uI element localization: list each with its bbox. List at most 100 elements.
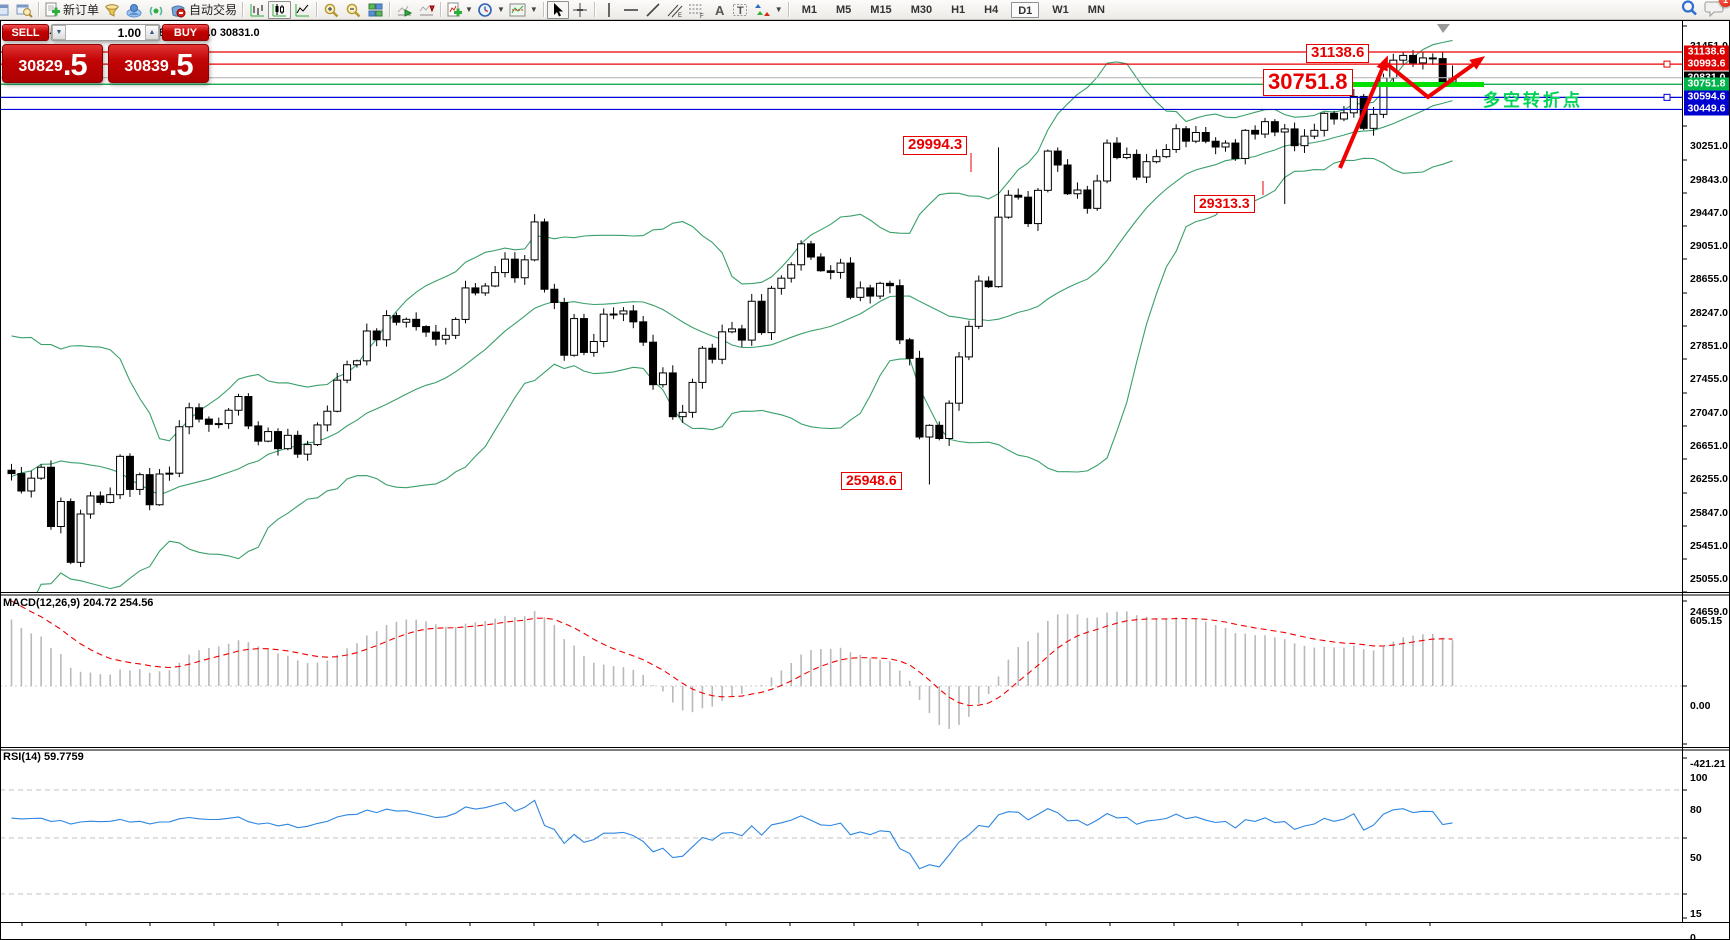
price-level-badge: 30449.6: [1684, 102, 1729, 116]
candle-chart-button[interactable]: [268, 0, 292, 19]
arrows-caret-icon: ▼: [774, 5, 783, 14]
timeframe-button-m15[interactable]: M15: [870, 3, 892, 16]
new-chart-icon[interactable]: [0, 1, 13, 19]
bar-chart-button[interactable]: [246, 1, 268, 19]
timeframe-button-h4[interactable]: H4: [984, 3, 999, 16]
main-toolbar: 新订单 自动交易 ▼ ▼: [0, 0, 1730, 20]
price-axis-label: 30251.0: [1690, 140, 1728, 152]
price-axis-label: 26651.0: [1690, 440, 1728, 452]
price-axis-label: 25847.0: [1690, 507, 1728, 519]
price-level-badge: 30751.8: [1684, 77, 1729, 91]
trendline-tool-button[interactable]: [642, 1, 664, 19]
turning-point-annotation[interactable]: 多空转折点: [1483, 91, 1583, 110]
volume-stepper: ▼ 1.00 ▲: [51, 24, 160, 41]
macd-indicator-label: MACD(12,26,9) 204.72 254.56: [3, 597, 154, 609]
macd-axis-label: 605.15: [1690, 615, 1723, 627]
profiles-icon[interactable]: [13, 1, 35, 19]
price-callout[interactable]: 31138.6: [1306, 44, 1370, 63]
price-axis-label: 29843.0: [1690, 174, 1728, 186]
price-level-badge: 30594.6: [1684, 90, 1729, 104]
volume-increase-button[interactable]: ▲: [145, 25, 159, 40]
rsi-indicator-label: RSI(14) 59.7759: [3, 751, 84, 763]
sell-price-frac: .5: [62, 47, 88, 82]
label-tool-button[interactable]: T: [730, 1, 752, 19]
price-axis-label: 25055.0: [1690, 573, 1728, 585]
rsi-axis-label: 100: [1690, 772, 1708, 784]
sell-button[interactable]: SELL: [2, 24, 49, 41]
price-axis-label: 29447.0: [1690, 207, 1728, 219]
buy-button[interactable]: BUY: [162, 24, 209, 41]
autotrading-label: 自动交易: [189, 3, 238, 17]
sell-price-main: 30829: [18, 58, 63, 75]
price-callout[interactable]: 30751.8: [1263, 69, 1353, 96]
price-level-badge: 31138.6: [1684, 45, 1729, 59]
chart-shift-button[interactable]: [415, 1, 437, 19]
community-icon[interactable]: [123, 1, 145, 19]
autotrading-button[interactable]: 自动交易: [167, 1, 239, 19]
svg-text:E: E: [678, 13, 682, 18]
cursor-tool-button[interactable]: [546, 0, 569, 19]
timeframe-button-d1[interactable]: D1: [1011, 1, 1040, 18]
notification-count-badge: 1: [1719, 0, 1730, 7]
price-callout[interactable]: 29994.3: [903, 136, 968, 155]
line-chart-button[interactable]: [291, 1, 313, 19]
price-callout[interactable]: 25948.6: [841, 472, 902, 490]
tile-windows-button[interactable]: [364, 1, 386, 19]
price-axis-label: 24659.0: [1690, 606, 1728, 618]
crosshair-tool-button[interactable]: [569, 1, 591, 19]
search-icon[interactable]: [1680, 0, 1698, 21]
price-callout[interactable]: 29313.3: [1194, 195, 1255, 213]
text-tool-button[interactable]: A: [708, 1, 730, 19]
rsi-axis-label: 80: [1690, 804, 1702, 816]
timeframe-button-h1[interactable]: H1: [951, 3, 966, 16]
rsi-axis-label: 15: [1690, 908, 1702, 920]
new-order-button[interactable]: 新订单: [42, 1, 101, 19]
timeframe-button-w1[interactable]: W1: [1052, 3, 1069, 16]
sell-price-display[interactable]: 30829 .5: [2, 44, 103, 83]
price-axis-label: 25451.0: [1690, 540, 1728, 552]
rsi-axis-label: 50: [1690, 852, 1702, 864]
metaeditor-icon[interactable]: [101, 1, 123, 19]
macd-axis-label: 0.00: [1690, 700, 1711, 712]
volume-decrease-button[interactable]: ▼: [52, 25, 66, 40]
periods-caret-icon: ▼: [496, 5, 505, 14]
fibonacci-tool-button[interactable]: F: [686, 1, 708, 19]
zoom-out-button[interactable]: [342, 1, 364, 19]
templates-button[interactable]: ▼: [507, 1, 540, 19]
macd-axis-label: -421.21: [1690, 758, 1726, 770]
svg-text:T: T: [737, 5, 744, 17]
notifications-icon[interactable]: 1: [1704, 0, 1730, 22]
zoom-in-button[interactable]: [320, 1, 342, 19]
new-order-label: 新订单: [63, 3, 100, 17]
buy-price-display[interactable]: 30839 .5: [108, 44, 209, 83]
arrows-tool-button[interactable]: ▼: [752, 1, 785, 19]
periods-button[interactable]: ▼: [475, 1, 507, 19]
vline-tool-button[interactable]: [598, 1, 620, 19]
price-axis-label: 27047.0: [1690, 407, 1728, 419]
auto-scroll-button[interactable]: [393, 1, 415, 19]
price-axis-label: 29051.0: [1690, 240, 1728, 252]
rsi-axis-label: 0: [1690, 932, 1696, 940]
indicators-button[interactable]: ▼: [444, 1, 475, 19]
price-axis-label: 27455.0: [1690, 373, 1728, 385]
svg-text:A: A: [715, 3, 725, 18]
one-click-trading-panel: SELL ▼ 1.00 ▲ BUY 30829 .5 30839 .5: [2, 24, 209, 83]
price-axis-label: 28247.0: [1690, 307, 1728, 319]
price-level-badge: 30993.6: [1684, 57, 1729, 71]
svg-text:F: F: [700, 14, 704, 18]
channel-tool-button[interactable]: E: [664, 1, 686, 19]
timeframe-button-m1[interactable]: M1: [801, 3, 817, 16]
price-axis-label: 27851.0: [1690, 340, 1728, 352]
chart-window[interactable]: ▲ DJ30-,Daily 30777.0 30978.0 30757.0 30…: [0, 20, 1730, 940]
timeframe-button-mn[interactable]: MN: [1087, 3, 1105, 16]
timeframe-button-m5[interactable]: M5: [836, 3, 852, 16]
timeframe-button-m30[interactable]: M30: [910, 3, 933, 16]
hline-tool-button[interactable]: [620, 1, 642, 19]
price-axis-label: 28655.0: [1690, 273, 1728, 285]
price-axis-label: 26255.0: [1690, 473, 1728, 485]
volume-value[interactable]: 1.00: [117, 26, 141, 40]
signals-icon[interactable]: [145, 1, 167, 19]
buy-price-frac: .5: [168, 47, 194, 82]
indicators-caret-icon: ▼: [465, 5, 473, 14]
